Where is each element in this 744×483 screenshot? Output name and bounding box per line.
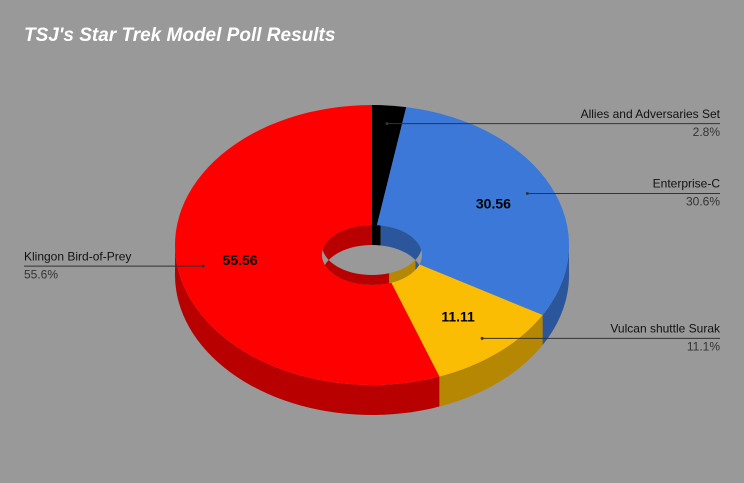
slice-side [542, 245, 569, 346]
legend-label: Klingon Bird-of-Prey [24, 249, 131, 263]
legend-label: Enterprise-C [653, 177, 721, 191]
percent-label: 11.1% [687, 339, 720, 353]
percent-label: 2.8% [693, 125, 721, 139]
percent-label: 55.6% [24, 267, 58, 281]
slice [175, 105, 440, 385]
hole-wall [372, 225, 381, 246]
legend-label: Vulcan shuttle Surak [610, 321, 721, 335]
callout-dot [201, 264, 205, 268]
slice [372, 245, 543, 377]
slice-side [175, 245, 440, 415]
slice-side [439, 315, 543, 407]
slice [372, 105, 407, 245]
value-label: 30.56 [476, 195, 511, 211]
callout-dot [525, 192, 529, 196]
percent-label: 30.6% [686, 195, 720, 209]
legend-label: Allies and Adversaries Set [581, 107, 721, 121]
slice [372, 107, 569, 316]
value-label: 11.11 [441, 309, 475, 325]
value-label: 55.56 [223, 252, 258, 268]
callout-dot [480, 336, 484, 340]
callout-dot [385, 122, 389, 126]
chart-title: TSJ's Star Trek Model Poll Results [24, 25, 335, 46]
